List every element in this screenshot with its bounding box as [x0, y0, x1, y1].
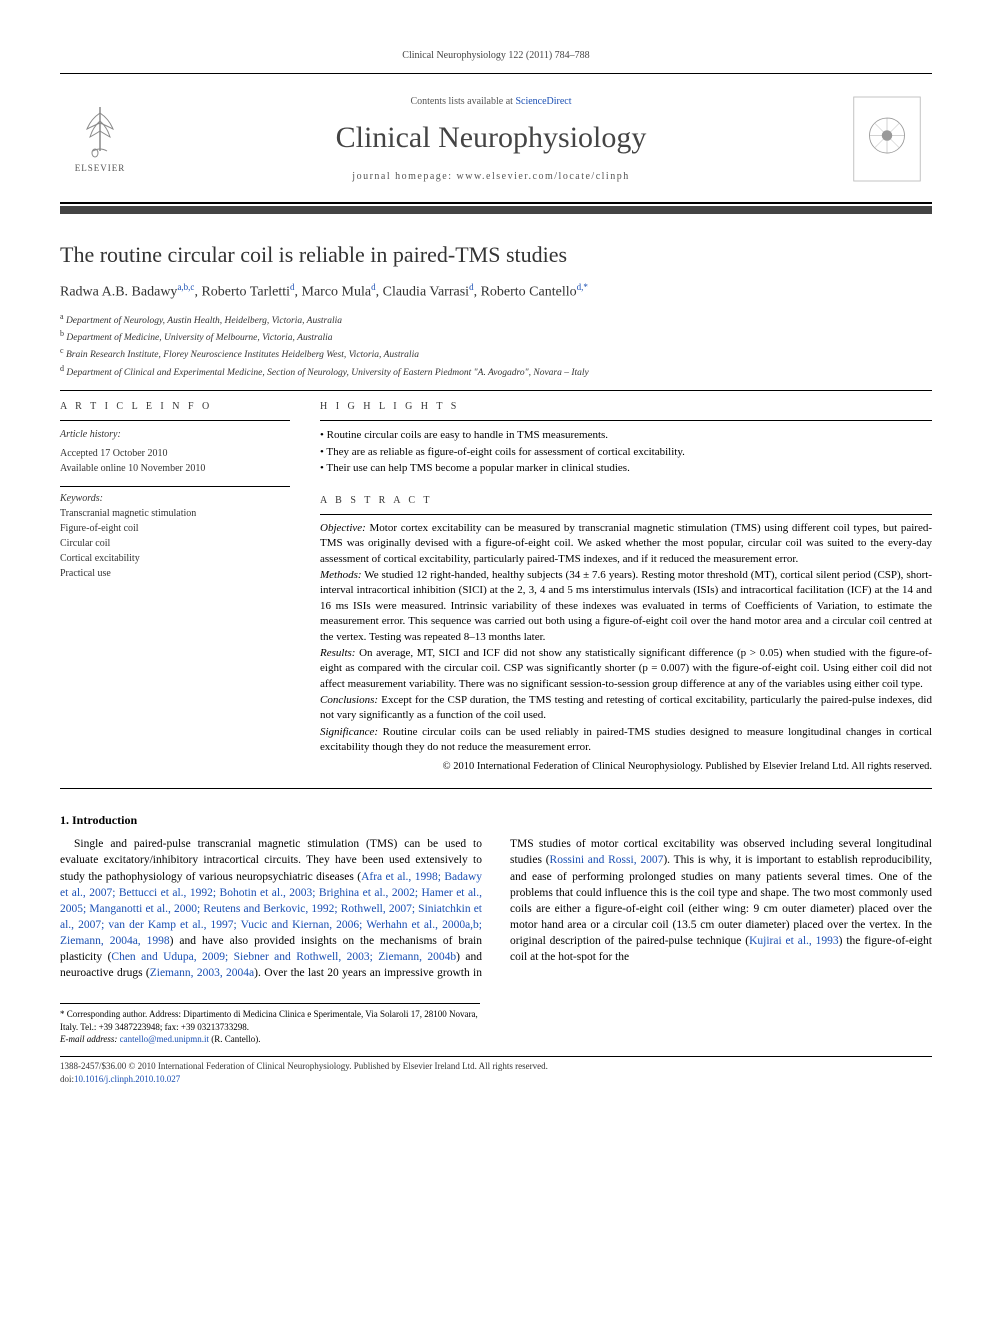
elsevier-label: ELSEVIER [75, 163, 126, 173]
abstract-body: Objective: Motor cortex excitability can… [320, 521, 932, 775]
elsevier-tree-icon [75, 101, 125, 161]
rule-thin-1 [60, 390, 932, 391]
contents-prefix: Contents lists available at [410, 96, 515, 107]
methods-label: Methods: [320, 569, 362, 581]
corr-address: * Corresponding author. Address: Diparti… [60, 1008, 480, 1033]
author-3: Marco Mula [302, 285, 372, 300]
author-4-aff-link[interactable]: d [469, 282, 474, 292]
rule-thin-2 [60, 788, 932, 789]
header-citation: Clinical Neurophysiology 122 (2011) 784–… [60, 50, 932, 61]
results-text: On average, MT, SICI and ICF did not sho… [320, 647, 932, 690]
keywords-list: Transcranial magnetic stimulation Figure… [60, 506, 290, 581]
doi-label: doi: [60, 1074, 74, 1084]
history-label: Article history: [60, 427, 290, 442]
keyword-4: Cortical excitability [60, 551, 290, 566]
rule-thick [60, 206, 932, 214]
author-1: Radwa A.B. Badawy [60, 285, 177, 300]
homepage-prefix: journal homepage: [352, 171, 456, 182]
author-5: Roberto Cantello [481, 285, 577, 300]
highlights-list: Routine circular coils are easy to handl… [320, 427, 932, 477]
intro-refs-6[interactable]: Kujirai et al., 1993 [749, 935, 839, 947]
affiliation-d: Department of Clinical and Experimental … [66, 368, 588, 378]
keyword-3: Circular coil [60, 536, 290, 551]
doi-link[interactable]: 10.1016/j.clinph.2010.10.027 [74, 1074, 180, 1084]
affiliation-b: Department of Medicine, University of Me… [66, 333, 332, 343]
accepted-date: Accepted 17 October 2010 [60, 446, 290, 461]
rule-hl [320, 420, 932, 421]
online-date: Available online 10 November 2010 [60, 461, 290, 476]
author-4: Claudia Varrasi [383, 285, 469, 300]
highlight-2: They are as reliable as figure-of-eight … [320, 444, 932, 461]
intro-refs-5[interactable]: Rossini and Rossi, 2007 [550, 854, 664, 866]
sciencedirect-link[interactable]: ScienceDirect [515, 96, 571, 107]
conclusions-text: Except for the CSP duration, the TMS tes… [320, 694, 932, 721]
keyword-1: Transcranial magnetic stimulation [60, 506, 290, 521]
publisher-logo: ELSEVIER [60, 101, 140, 177]
rule-info [60, 420, 290, 421]
journal-name: Clinical Neurophysiology [140, 121, 842, 155]
footer-copyright: 1388-2457/$36.00 © 2010 International Fe… [60, 1060, 932, 1073]
significance-text: Routine circular coils can be used relia… [320, 726, 932, 753]
author-3-aff-link[interactable]: d [371, 282, 376, 292]
masthead: ELSEVIER Contents lists available at Sci… [60, 73, 932, 204]
keywords-label: Keywords: [60, 493, 290, 504]
highlights-label: H I G H L I G H T S [320, 401, 932, 412]
significance-label: Significance: [320, 726, 378, 738]
abstract-copyright: © 2010 International Federation of Clini… [320, 760, 932, 775]
footer-text: 1388-2457/$36.00 © 2010 International Fe… [60, 1060, 932, 1085]
homepage-url: www.elsevier.com/locate/clinph [457, 171, 630, 182]
corr-email-link[interactable]: cantello@med.unipmn.it [120, 1034, 209, 1044]
author-1-aff-link[interactable]: a,b,c [177, 282, 194, 292]
intro-refs-4[interactable]: Ziemann, 2003, 2004a [150, 967, 254, 979]
author-5-aff-link[interactable]: d,* [577, 282, 588, 292]
contents-line: Contents lists available at ScienceDirec… [140, 96, 842, 107]
article-info-label: A R T I C L E I N F O [60, 401, 290, 412]
homepage-line: journal homepage: www.elsevier.com/locat… [140, 171, 842, 182]
footer-rule [60, 1056, 932, 1057]
corresponding-note: * Corresponding author. Address: Diparti… [60, 1003, 480, 1046]
authors-line: Radwa A.B. Badawya,b,c, Roberto Tarletti… [60, 282, 932, 301]
author-2-aff-link[interactable]: d [290, 282, 295, 292]
conclusions-label: Conclusions: [320, 694, 378, 706]
methods-text: We studied 12 right-handed, healthy subj… [320, 569, 932, 643]
rule-kw [60, 486, 290, 487]
rule-abs [320, 514, 932, 515]
intro-body: Single and paired-pulse transcranial mag… [60, 836, 932, 981]
email-label: E-mail address: [60, 1034, 117, 1044]
intro-p2e: ). This is why, it is important to estab… [510, 854, 932, 946]
highlight-1: Routine circular coils are easy to handl… [320, 427, 932, 444]
objective-label: Objective: [320, 522, 366, 534]
affiliation-c: Brain Research Institute, Florey Neurosc… [66, 351, 419, 361]
affiliation-a: Department of Neurology, Austin Health, … [66, 316, 342, 326]
keyword-5: Practical use [60, 566, 290, 581]
objective-text: Motor cortex excitability can be measure… [320, 522, 932, 565]
intro-heading: 1. Introduction [60, 813, 932, 828]
keyword-2: Figure-of-eight coil [60, 521, 290, 536]
journal-cover-icon [842, 84, 932, 194]
intro-refs-3[interactable]: Chen and Udupa, 2009; Siebner and Rothwe… [111, 951, 456, 963]
highlight-3: Their use can help TMS become a popular … [320, 460, 932, 477]
corr-email-suffix: (R. Cantello). [211, 1034, 260, 1044]
author-2: Roberto Tarletti [201, 285, 290, 300]
affiliations: a Department of Neurology, Austin Health… [60, 311, 932, 381]
article-title: The routine circular coil is reliable in… [60, 242, 932, 268]
results-label: Results: [320, 647, 355, 659]
abstract-label: A B S T R A C T [320, 495, 932, 506]
